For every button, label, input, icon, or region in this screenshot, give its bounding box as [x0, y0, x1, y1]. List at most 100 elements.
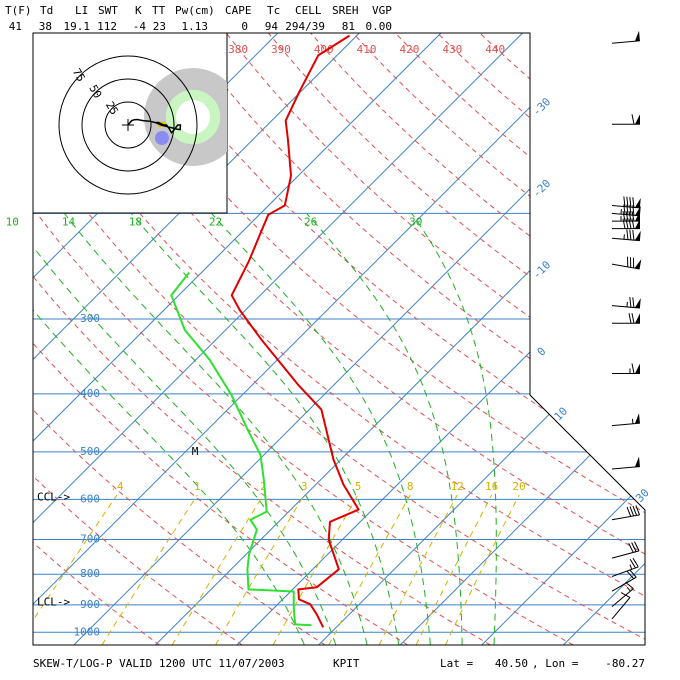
mixing-ratio-label: 16 [485, 480, 498, 493]
barb-pennant [635, 114, 640, 125]
barb-half [626, 587, 631, 592]
footer-lon: -80.27 [605, 657, 645, 670]
barb-pennant [634, 259, 642, 269]
header-label: K [135, 4, 142, 17]
footer-station: KPIT [333, 657, 360, 670]
barb-staff [611, 597, 631, 620]
dry-adiabat-label: 380 [228, 43, 248, 56]
barb-flag [626, 229, 629, 240]
mixing-ratio-line [415, 494, 493, 645]
mixing-ratio-label: 20 [512, 480, 525, 493]
dry-adiabat-label: 440 [485, 43, 505, 56]
plot-border [32, 32, 646, 646]
hodograph-ring-label: 25 [103, 99, 121, 117]
hodograph-ring [58, 55, 198, 195]
pressure-label: 700 [80, 532, 100, 545]
barb-flag [628, 543, 634, 553]
wind-barb [611, 30, 640, 44]
dry-adiabat [141, 33, 645, 645]
barb-flag [632, 205, 635, 216]
barb-pennant [635, 211, 640, 222]
moist-adiabat [306, 213, 463, 645]
barb-staff [611, 305, 640, 309]
dry-adiabat-label: 420 [400, 43, 420, 56]
wind-barb [611, 569, 637, 592]
barb-flag [629, 506, 635, 517]
barb-flag [631, 542, 637, 552]
marker-label: M [192, 445, 199, 458]
barb-staff [611, 576, 637, 592]
barb-flag [620, 592, 631, 598]
temperature-profile [230, 34, 360, 628]
pressure-label: 800 [80, 567, 100, 580]
barb-flag [632, 505, 638, 516]
barb-flag [629, 297, 632, 308]
wind-barb [611, 557, 639, 577]
mixing-ratio-line [444, 494, 520, 645]
wind-barb [612, 363, 640, 375]
footer-title: SKEW-T/LOG-P VALID 1200 UTC 11/07/2003 [33, 657, 285, 670]
header-value: 1.13 [182, 20, 209, 33]
mixing-ratio-line [215, 494, 305, 645]
wind-barb [611, 505, 641, 521]
barb-pennant [634, 30, 640, 42]
barb-flag [622, 211, 626, 222]
barb-flag [625, 211, 629, 222]
mixing-ratio-label: 2 [260, 480, 267, 493]
header-label: Pw(cm) [175, 4, 215, 17]
isotherm [33, 33, 523, 645]
barb-pennant [635, 218, 640, 229]
wind-barb [611, 541, 640, 559]
header-label: SWT [98, 4, 118, 17]
barb-flag [632, 297, 635, 308]
barb-pennant [634, 413, 640, 424]
pressure-label: 400 [80, 387, 100, 400]
wind-barb [611, 297, 641, 309]
storm-motion [155, 131, 169, 145]
mixing-ratio-label: 3 [301, 480, 308, 493]
header-value: 294/39 [285, 20, 325, 33]
hodograph-ring-label: 75 [70, 66, 88, 84]
barb-flag [629, 558, 636, 569]
moist-adiabat [411, 213, 497, 645]
dry-adiabat [33, 33, 243, 645]
barb-flag [632, 229, 635, 241]
moist-adiabat-label: 14 [62, 215, 76, 228]
wind-barb [612, 114, 640, 125]
level-annotation: CCL-> [37, 491, 70, 504]
hodograph-ring-label: 50 [86, 83, 104, 101]
barb-flag [632, 197, 635, 208]
isotherm [155, 33, 645, 645]
barb-staff [611, 514, 640, 521]
dry-adiabat [33, 33, 326, 645]
isotherm [33, 33, 442, 645]
mixing-ratio-label: .4 [110, 480, 124, 493]
barb-flag [625, 581, 634, 590]
moist-adiabat-label: 10 [6, 215, 19, 228]
hodograph-green-shade [166, 90, 220, 144]
hodograph-trace [127, 118, 182, 134]
dry-adiabat-label: 430 [442, 43, 462, 56]
dry-adiabat [56, 33, 645, 645]
barb-pennant [634, 197, 641, 208]
barb-flag [629, 569, 637, 578]
barb-flag [626, 506, 632, 517]
header-label: Td [40, 4, 53, 17]
header-value: 19.1 [64, 20, 91, 33]
footer-lat: 40.50 [495, 657, 528, 670]
barb-half [629, 564, 633, 570]
hodograph-ring-shade [144, 68, 227, 166]
mixing-ratio-label: 12 [451, 480, 464, 493]
wind-barb [611, 456, 640, 470]
mixing-ratio-label: 8 [407, 480, 414, 493]
barb-flag [625, 218, 629, 229]
barb-staff [611, 237, 640, 242]
wind-barb [611, 196, 641, 209]
hodograph-ring [81, 78, 175, 172]
header-value: -4 [133, 20, 147, 33]
dry-adiabat [33, 33, 574, 645]
mixing-ratio-label: 5 [355, 480, 362, 493]
